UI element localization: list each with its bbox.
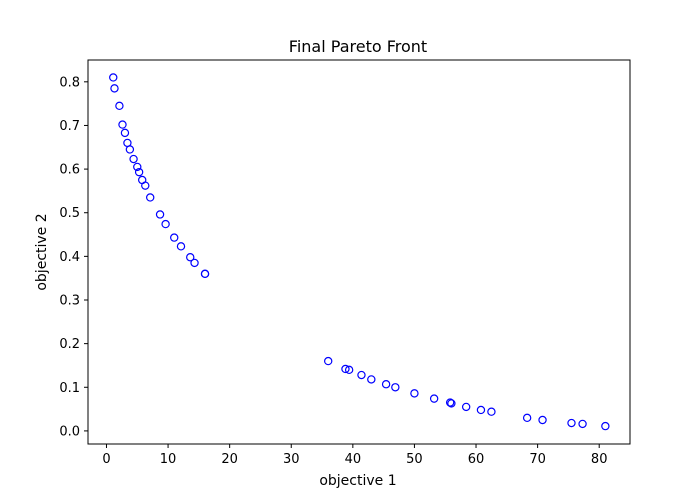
y-tick-label: 0.2 <box>59 337 80 352</box>
y-axis-label: objective 2 <box>34 213 50 290</box>
data-point <box>155 210 165 219</box>
y-tick-label: 0.0 <box>59 424 80 439</box>
plot-frame <box>87 59 631 445</box>
data-point <box>341 364 350 374</box>
data-point <box>161 219 170 229</box>
y-tick-label: 0.5 <box>59 206 80 221</box>
y-tick-label: 0.7 <box>59 119 80 134</box>
y-tick-label: 0.1 <box>59 381 80 396</box>
data-point <box>461 402 471 412</box>
x-tick-label: 20 <box>221 452 238 467</box>
data-point <box>125 145 135 154</box>
x-tick-label: 40 <box>345 452 362 467</box>
data-point <box>567 418 576 428</box>
y-tick-label: 0.4 <box>59 250 80 265</box>
data-point <box>200 269 210 279</box>
data-point <box>133 162 142 172</box>
data-point <box>120 128 130 138</box>
data-point <box>118 120 127 129</box>
data-point <box>186 253 195 262</box>
data-point <box>190 258 199 268</box>
data-point <box>410 389 419 398</box>
data-point <box>391 383 400 392</box>
data-point <box>429 394 439 403</box>
data-point <box>487 407 496 416</box>
data-point <box>129 154 138 164</box>
data-point <box>110 84 119 93</box>
data-point <box>522 413 532 423</box>
x-tick-label: 50 <box>406 452 423 467</box>
y-axis-ticks: 0.0 0.1 0.2 0.3 0.4 0.5 0.6 0.7 0.8 <box>59 75 88 439</box>
data-point <box>578 419 587 429</box>
y-tick-label: 0.8 <box>59 75 80 90</box>
data-point <box>381 380 391 389</box>
plot-area <box>87 59 631 445</box>
data-point <box>146 193 155 202</box>
data-point <box>324 356 333 366</box>
data-point <box>109 73 118 82</box>
data-point <box>357 370 366 380</box>
x-axis-ticks: 0 10 20 30 40 50 60 70 80 <box>102 444 607 467</box>
y-tick-label: 0.3 <box>59 294 80 309</box>
data-point <box>445 398 455 407</box>
chart-title: Final Pareto Front <box>289 37 427 56</box>
data-points <box>109 73 610 431</box>
data-point <box>367 375 376 384</box>
x-tick-label: 60 <box>468 452 485 467</box>
x-tick-label: 70 <box>529 452 546 467</box>
x-axis-label: objective 1 <box>319 473 396 489</box>
data-point <box>447 399 456 408</box>
data-point <box>538 415 547 425</box>
x-tick-label: 80 <box>591 452 608 467</box>
x-tick-label: 30 <box>283 452 300 467</box>
x-tick-label: 0 <box>102 452 110 467</box>
x-tick-label: 10 <box>160 452 177 467</box>
data-point <box>176 242 186 251</box>
data-point <box>115 101 124 111</box>
data-point <box>476 405 486 415</box>
data-point <box>134 167 144 177</box>
data-point <box>170 233 179 242</box>
data-point <box>344 365 354 375</box>
data-point <box>601 421 610 431</box>
y-tick-label: 0.6 <box>59 163 80 178</box>
data-point <box>141 181 150 190</box>
